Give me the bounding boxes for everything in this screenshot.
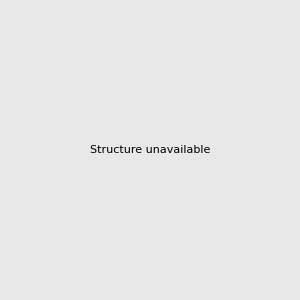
- Text: Structure unavailable: Structure unavailable: [90, 145, 210, 155]
